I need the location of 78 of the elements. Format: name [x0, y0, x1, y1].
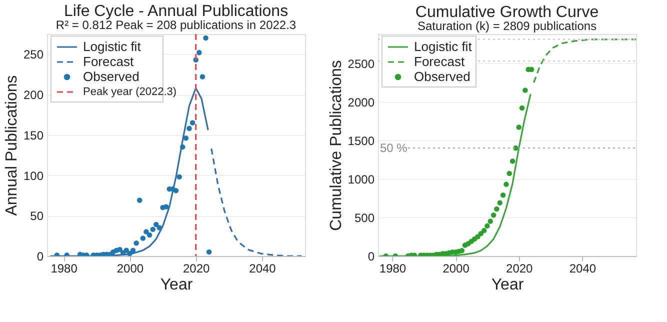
chart-title: Cumulative Growth Curve: [415, 4, 599, 21]
legend-label: Forecast: [83, 54, 134, 69]
y-tick-label: 200: [23, 88, 44, 102]
y-tick-label: 0: [368, 250, 375, 264]
legend-label: Logistic fit: [414, 39, 472, 54]
point: [124, 248, 130, 253]
y-tick-label: 1000: [348, 172, 375, 186]
point: [519, 105, 525, 111]
y-tick-label: 1500: [348, 134, 375, 148]
point: [516, 124, 522, 130]
x-tick-label: 2000: [116, 262, 144, 276]
legend-label: Observed: [414, 69, 470, 84]
x-tick-label: 2040: [249, 262, 276, 276]
legend-label: Observed: [83, 69, 140, 84]
point: [146, 232, 152, 238]
point: [481, 228, 487, 234]
legend-label: Forecast: [414, 54, 465, 69]
point: [156, 225, 162, 230]
point: [136, 198, 142, 203]
point: [190, 120, 196, 126]
y-axis-title: Annual Publications: [3, 75, 20, 216]
point: [144, 229, 149, 234]
point: [497, 200, 503, 206]
line-series: [210, 148, 302, 256]
point: [522, 88, 528, 93]
point: [494, 206, 500, 212]
point: [117, 246, 122, 252]
point: [134, 240, 139, 246]
line-series: [50, 87, 209, 256]
point: [488, 218, 494, 224]
point: [127, 250, 132, 256]
point: [150, 226, 156, 232]
line-series: [532, 38, 636, 84]
y-tick-label: 2000: [348, 95, 375, 110]
y-tick-label: 50: [30, 209, 44, 224]
ref-line-label: Peak year (2022.3): [83, 86, 177, 98]
y-tick-label: 2500: [348, 56, 375, 71]
x-tick-label: 2040: [569, 262, 596, 276]
y-tick-label: 150: [23, 128, 44, 142]
point: [459, 248, 465, 254]
point: [183, 135, 189, 141]
point: [173, 188, 179, 194]
x-axis-title: Year: [160, 276, 194, 294]
x-tick-label: 2020: [506, 262, 534, 276]
x-tick-label: 2000: [442, 262, 470, 276]
y-tick-label: 250: [23, 48, 44, 62]
point: [200, 74, 206, 80]
x-tick-label: 2020: [182, 262, 210, 276]
point: [490, 212, 496, 218]
point: [154, 222, 159, 228]
chart-subtitle: R² = 0.812 Peak = 208 publications in 2022.3: [56, 18, 296, 32]
y-tick-label: 0: [36, 250, 44, 264]
point: [196, 50, 202, 56]
line-series: [378, 93, 532, 256]
x-tick-label: 1980: [50, 262, 78, 276]
point: [500, 192, 506, 198]
point: [484, 223, 490, 229]
point: [510, 158, 516, 164]
point: [180, 144, 186, 150]
point: [206, 249, 212, 255]
x-tick-label: 1980: [379, 262, 406, 276]
chart-subtitle: Saturation (k) = 2809 publications: [417, 19, 597, 33]
legend-label: Logistic fit: [83, 39, 142, 54]
x-axis-title: Year: [491, 276, 524, 294]
point: [140, 236, 146, 241]
annotation: 50 %: [380, 141, 408, 156]
y-axis-title: Cumulative Publications: [328, 60, 345, 231]
chart-title: Life Cycle - Annual Publications: [64, 3, 288, 20]
point: [163, 204, 169, 210]
point: [203, 35, 208, 41]
point: [186, 126, 192, 132]
point: [130, 248, 136, 253]
point: [176, 174, 182, 180]
point: [504, 182, 509, 187]
point: [475, 234, 480, 240]
point: [506, 170, 512, 176]
y-tick-label: 100: [23, 168, 44, 183]
y-tick-label: 500: [354, 210, 375, 225]
